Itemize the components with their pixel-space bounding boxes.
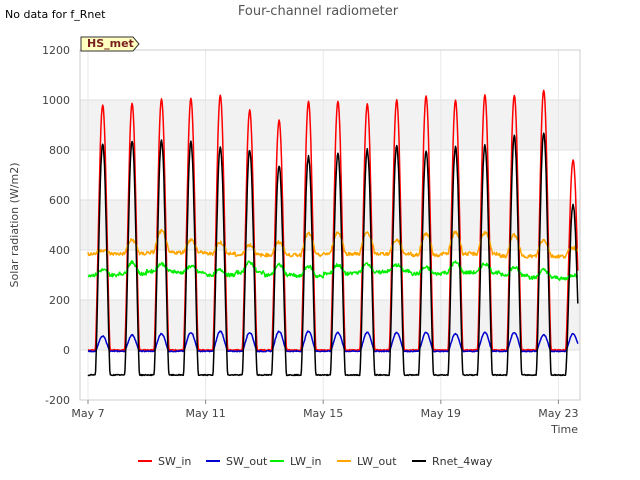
series-line-lw-out [87,228,579,259]
y-tick-label: 800 [49,144,70,157]
legend-label: SW_out [226,455,268,468]
x-axis-ticks: May 7 May 11 May 15 May 19 May 23 [71,400,579,420]
no-data-note: No data for f_Rnet [5,8,106,21]
x-tick-label: May 11 [185,407,225,420]
y-axis-title: Solar radiation (W/m2) [8,162,21,287]
y-tick-label: 600 [49,194,70,207]
chart-title: Four-channel radiometer [238,4,399,19]
legend-item-sw-out: SW_out [206,455,268,468]
x-tick-label: May 15 [303,407,343,420]
grid-band [80,100,580,150]
y-axis-ticks: -200 0 200 400 600 800 1000 1200 [42,44,70,407]
hs-met-badge: HS_met [80,36,140,52]
legend-item-lw-in: LW_in [270,455,322,468]
legend-label: SW_in [158,455,191,468]
legend-item-lw-out: LW_out [337,455,397,468]
y-tick-label: 1200 [42,44,70,57]
x-axis-title: Time [550,423,578,436]
series-line-sw-out [87,330,579,353]
x-tick-label: May 19 [421,407,461,420]
y-tick-label: 1000 [42,94,70,107]
y-tick-label: -200 [45,394,70,407]
legend-item-rnet-4way: Rnet_4way [412,455,493,468]
series-line-rnet-4way [87,132,579,377]
y-tick-label: 0 [63,344,70,357]
y-tick-label: 400 [49,244,70,257]
legend: SW_in SW_out LW_in LW_out Rnet_4way [138,455,493,468]
legend-label: Rnet_4way [432,455,493,468]
plot-frame [79,49,581,401]
series-lines [87,89,579,377]
series-line-sw-in [87,89,579,352]
legend-label: LW_in [290,455,322,468]
plot-background [80,50,580,400]
grid-band [80,300,580,350]
x-tick-label: May 7 [71,407,104,420]
legend-item-sw-in: SW_in [138,455,191,468]
grid-band [80,200,580,250]
x-tick-label: May 23 [538,407,578,420]
y-tick-label: 200 [49,294,70,307]
legend-label: LW_out [357,455,397,468]
badge-label: HS_met [87,37,134,50]
